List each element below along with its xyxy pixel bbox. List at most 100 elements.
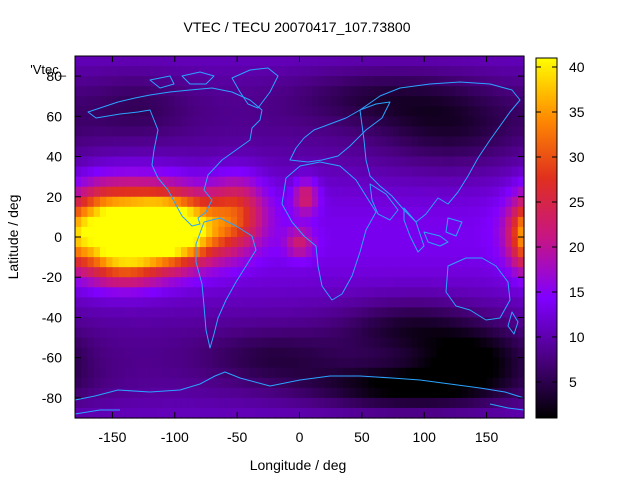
heatmap-cell xyxy=(212,206,220,218)
heatmap-cell xyxy=(380,146,388,158)
heatmap xyxy=(75,56,525,419)
heatmap-cell xyxy=(461,317,469,329)
heatmap-cell xyxy=(511,196,519,208)
heatmap-cell xyxy=(230,327,238,339)
heatmap-cell xyxy=(517,216,525,228)
heatmap-cell xyxy=(517,387,525,399)
heatmap-cell xyxy=(293,86,301,97)
heatmap-cell xyxy=(474,116,481,127)
heatmap-cell xyxy=(99,337,107,349)
heatmap-cell xyxy=(237,226,244,238)
heatmap-cell xyxy=(230,56,238,67)
heatmap-cell xyxy=(118,337,126,349)
heatmap-cell xyxy=(274,287,282,298)
heatmap-cell xyxy=(361,317,369,329)
heatmap-cell xyxy=(124,307,132,319)
heatmap-cell xyxy=(386,347,394,359)
heatmap-cell xyxy=(411,226,419,238)
heatmap-cell xyxy=(474,327,481,339)
heatmap-cell xyxy=(311,126,319,138)
heatmap-cell xyxy=(380,196,388,208)
heatmap-cell xyxy=(517,277,525,288)
heatmap-cell xyxy=(517,377,525,389)
heatmap-cell xyxy=(449,267,457,278)
heatmap-cell xyxy=(311,367,319,379)
heatmap-cell xyxy=(430,387,438,399)
heatmap-cell xyxy=(336,387,344,399)
heatmap-cell xyxy=(193,357,201,369)
heatmap-cell xyxy=(230,277,238,288)
heatmap-cell xyxy=(480,116,488,127)
heatmap-cell xyxy=(75,116,82,127)
heatmap-cell xyxy=(305,216,313,228)
heatmap-cell xyxy=(174,226,182,238)
heatmap-cell xyxy=(343,116,350,127)
heatmap-cell xyxy=(274,206,282,218)
heatmap-cell xyxy=(218,407,226,419)
heatmap-cell xyxy=(305,226,313,238)
heatmap-cell xyxy=(330,116,338,127)
heatmap-cell xyxy=(118,357,126,369)
heatmap-cell xyxy=(218,136,226,148)
heatmap-cell xyxy=(218,116,226,127)
heatmap-cell xyxy=(417,407,425,419)
heatmap-cell xyxy=(187,86,195,97)
heatmap-cell xyxy=(480,206,488,218)
heatmap-cell xyxy=(517,257,525,268)
heatmap-cell xyxy=(262,126,269,138)
heatmap-cell xyxy=(399,96,407,107)
heatmap-cell xyxy=(324,347,332,359)
heatmap-cell xyxy=(449,257,457,268)
heatmap-cell xyxy=(99,357,107,369)
heatmap-cell xyxy=(511,186,519,198)
heatmap-cell xyxy=(287,357,294,369)
heatmap-cell xyxy=(287,206,294,218)
heatmap-cell xyxy=(349,287,357,298)
heatmap-cell xyxy=(249,226,257,238)
heatmap-cell xyxy=(224,146,232,158)
heatmap-cell xyxy=(224,156,232,168)
heatmap-cell xyxy=(324,387,332,399)
heatmap-cell xyxy=(262,176,269,188)
heatmap-cell xyxy=(118,347,126,359)
heatmap-cell xyxy=(492,156,500,168)
heatmap-cell xyxy=(293,277,301,288)
heatmap-cell xyxy=(336,267,344,278)
heatmap-cell xyxy=(99,317,107,329)
heatmap-cell xyxy=(343,367,350,379)
heatmap-cell xyxy=(349,66,357,77)
heatmap-cell xyxy=(461,357,469,369)
heatmap-cell xyxy=(411,86,419,97)
heatmap-cell xyxy=(499,377,506,389)
heatmap-cell xyxy=(143,277,151,288)
heatmap-cell xyxy=(87,56,95,67)
heatmap-cell xyxy=(212,66,220,77)
heatmap-cell xyxy=(424,216,432,228)
heatmap-cell xyxy=(137,206,145,218)
heatmap-cell xyxy=(343,216,350,228)
heatmap-cell xyxy=(380,297,388,308)
heatmap-cell xyxy=(374,297,382,308)
heatmap-cell xyxy=(361,367,369,379)
heatmap-cell xyxy=(374,76,382,87)
heatmap-cell xyxy=(318,357,326,369)
heatmap-cell xyxy=(224,96,232,107)
heatmap-cell xyxy=(343,226,350,238)
heatmap-cell xyxy=(424,327,432,339)
heatmap-cell xyxy=(393,166,400,178)
heatmap-cell xyxy=(393,397,400,409)
heatmap-cell xyxy=(386,126,394,138)
heatmap-cell xyxy=(305,287,313,298)
heatmap-cell xyxy=(230,176,238,188)
heatmap-cell xyxy=(93,96,101,107)
heatmap-cell xyxy=(349,136,357,148)
heatmap-cell xyxy=(355,297,363,308)
heatmap-cell xyxy=(505,307,513,319)
heatmap-cell xyxy=(293,337,301,349)
heatmap-cell xyxy=(124,176,132,188)
heatmap-cell xyxy=(480,327,488,339)
heatmap-cell xyxy=(143,126,151,138)
heatmap-cell xyxy=(168,216,176,228)
heatmap-cell xyxy=(311,116,319,127)
heatmap-cell xyxy=(474,96,481,107)
